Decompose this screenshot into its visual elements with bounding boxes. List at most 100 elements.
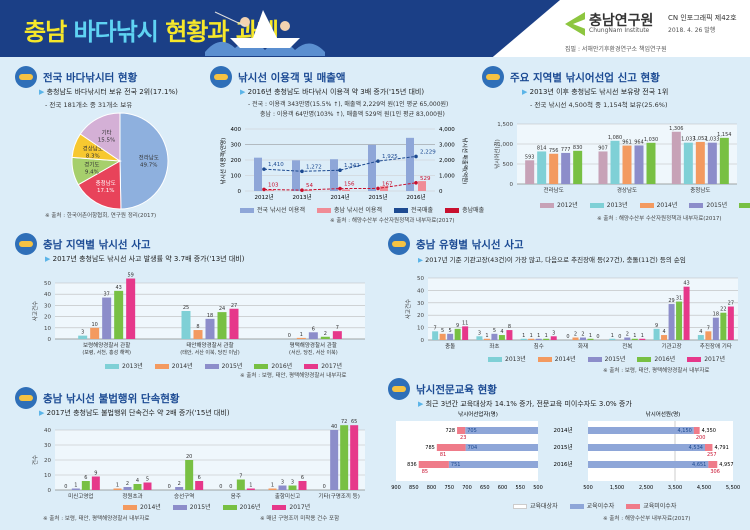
legend-label: 2014년: [656, 202, 678, 209]
bar: [498, 335, 505, 340]
bar: [683, 286, 690, 340]
y-tick-label: 0: [421, 338, 425, 344]
x-tick-label: 4,500: [697, 485, 711, 491]
bar-value-label: 27: [231, 303, 237, 309]
bar-value-label: 1,033: [705, 137, 719, 143]
bar: [308, 332, 318, 339]
bar: [368, 144, 376, 191]
bar-value-label: 1: [300, 332, 303, 338]
bar-value-label: 24: [219, 306, 225, 312]
bar-value-label: 961: [622, 140, 632, 146]
panel-users-sales: 낚시선 이용객 및 매출액 2016년 충청남도 바다낚시 이용객 약 3배 증…: [210, 66, 484, 226]
bar: [254, 157, 262, 191]
bar: [418, 461, 449, 468]
bar-value-label: 11: [462, 320, 468, 326]
bar-value-label: 907: [598, 145, 608, 151]
bar: [330, 159, 338, 191]
legend-item: 2016년: [222, 502, 260, 511]
pie-slice: [77, 160, 122, 210]
y-tick-label: 300: [231, 143, 242, 149]
bar: [432, 331, 439, 340]
y2-tick-label: 0: [439, 189, 443, 195]
legend-item: 2015년: [204, 361, 242, 370]
bar: [465, 444, 538, 451]
bar-value-label: 25: [183, 305, 189, 311]
bar: [622, 145, 632, 184]
bar-value-label: 4: [500, 329, 503, 335]
legend-label: 2015년: [706, 202, 728, 209]
bar: [447, 333, 454, 340]
bar: [712, 317, 719, 340]
x-tick-label: 500: [583, 485, 593, 491]
legend-swatch: [639, 203, 654, 208]
bar: [90, 327, 100, 339]
bar-value-label: 1: [537, 333, 540, 339]
legend-item: 2013년: [105, 361, 143, 370]
bar-value-label: 3: [81, 330, 84, 336]
y-tick-label: 30: [44, 303, 51, 309]
bar-value-label: 6: [312, 326, 315, 332]
bar: [278, 485, 287, 490]
legend-swatch: [569, 504, 584, 509]
bar: [185, 460, 194, 490]
x-tick-label: 700: [462, 485, 472, 491]
bar-value-label: 7: [434, 325, 437, 331]
x-tick-label: 2013년: [292, 193, 311, 201]
y-axis-label: 낚시어선(척): [493, 139, 501, 169]
line-point: [376, 186, 380, 191]
slice-value: 15.5%: [98, 138, 115, 144]
x-tick-label: 750: [444, 485, 454, 491]
slice-value: 49.7%: [140, 163, 157, 169]
y-tick-label: 500: [503, 162, 514, 168]
point-label: 103: [268, 182, 279, 188]
total-label: 4,957: [719, 462, 733, 468]
x-tick-label: 기타(구명조끼 등): [318, 492, 359, 500]
users-sales-chart: 0 0 100 1,000 200 2,000 300 3,000 400 4,000 낚시선 이용…: [219, 127, 469, 201]
line-point: [338, 186, 342, 191]
bar-value-label: 31: [676, 296, 682, 302]
bar-value-label: 8: [508, 324, 511, 330]
legend-item: 2014년: [123, 502, 161, 511]
bar: [91, 476, 100, 490]
bar: [236, 479, 245, 490]
legend-item: 교육대상자: [513, 501, 558, 510]
legend-label: 2013년: [606, 202, 628, 209]
y-tick-label: 40: [44, 428, 51, 434]
bar-value-label: 0: [288, 333, 291, 339]
bar-value-label: 1,080: [608, 135, 622, 141]
bar-value-label: 1: [522, 333, 525, 339]
y-axis-label: 낚시선 이용객(만명): [219, 138, 227, 185]
bar-value-label: 6: [84, 475, 87, 481]
legend-label: 2015년: [189, 504, 211, 511]
bar-value-label: 1: [116, 483, 119, 489]
legend-item: 2015년: [689, 200, 727, 209]
x-tick-note: (서산, 당진, 서산 이북): [289, 349, 338, 356]
bar: [639, 338, 646, 340]
bar-value-label: 22: [720, 307, 726, 313]
legend-item: 2014년: [154, 361, 193, 370]
left-chart-title: 낚시어선업자(명): [458, 410, 498, 418]
bar-value-label: 2: [581, 332, 584, 338]
legend-swatch: [540, 203, 554, 208]
bar: [418, 181, 426, 191]
x-tick-label: 500: [533, 485, 543, 491]
bar: [491, 333, 498, 340]
bar-value-label: 756: [549, 148, 559, 154]
bar: [330, 430, 339, 490]
legend-swatch: [445, 208, 460, 213]
x-tick-label: 600: [498, 485, 508, 491]
x-tick-label: 충청남도: [690, 186, 710, 194]
slice-label: 전라남도: [139, 154, 159, 162]
legend-swatch: [689, 203, 704, 208]
legend-swatch: [587, 357, 602, 362]
legend-label: 2014년: [171, 363, 193, 370]
bar: [229, 308, 239, 339]
bar-value-label: 814: [537, 145, 547, 151]
bar-value-label: 1,306: [669, 126, 683, 132]
bar-value-label: 830: [573, 145, 583, 151]
bar: [380, 186, 388, 191]
bar-value-label: 9: [94, 471, 97, 477]
legend-item: 2016년: [254, 361, 292, 370]
